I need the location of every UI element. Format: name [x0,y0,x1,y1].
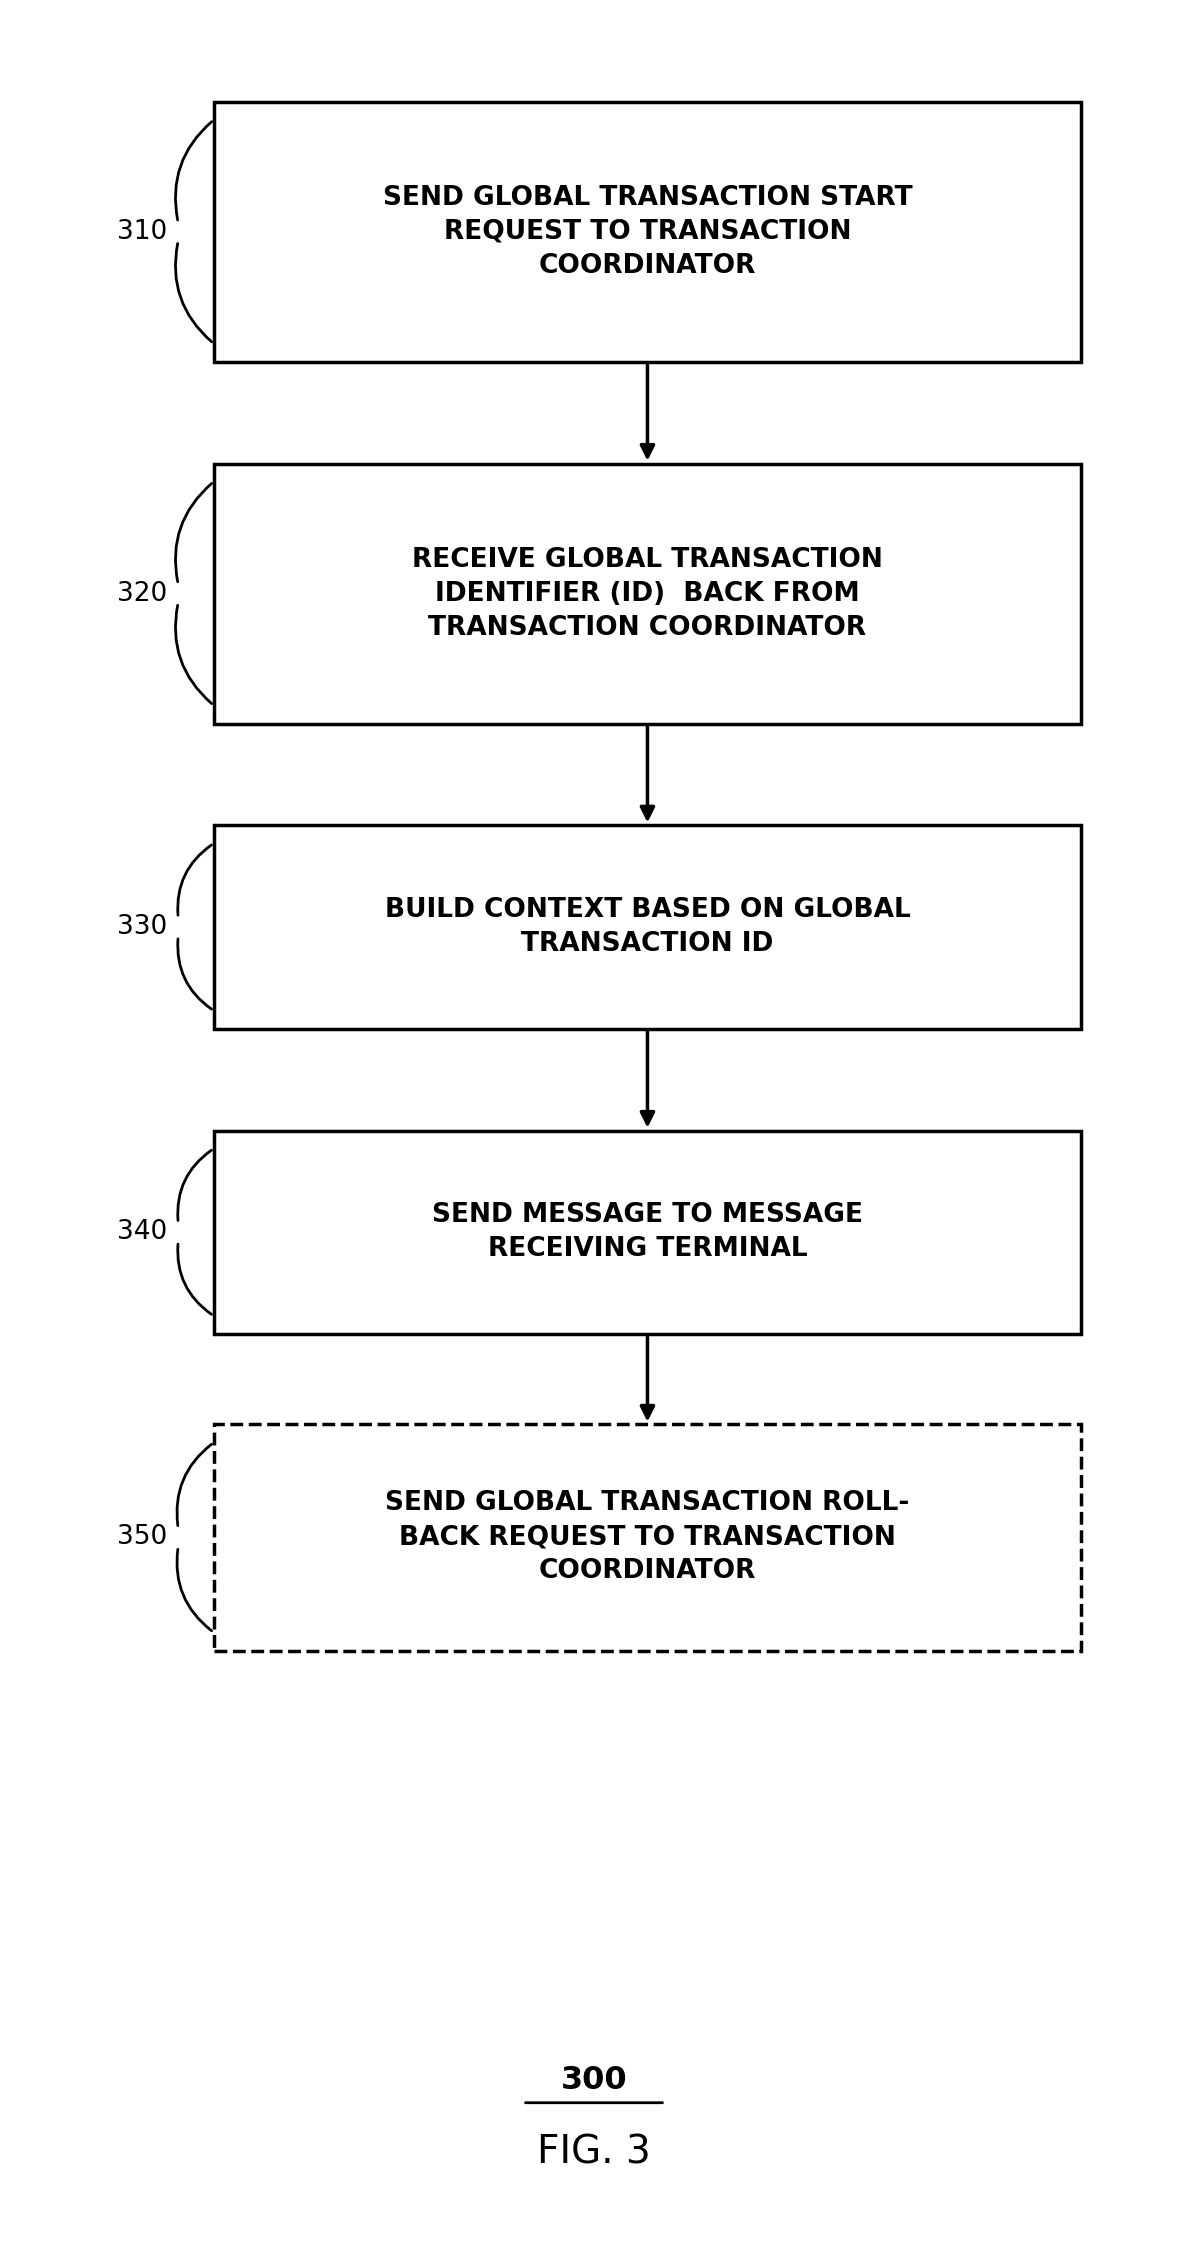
FancyBboxPatch shape [214,1130,1081,1334]
FancyBboxPatch shape [214,464,1081,724]
Text: BUILD CONTEXT BASED ON GLOBAL
TRANSACTION ID: BUILD CONTEXT BASED ON GLOBAL TRANSACTIO… [385,898,910,956]
Text: 330: 330 [118,913,168,941]
Text: 310: 310 [118,219,168,244]
Text: 350: 350 [118,1524,168,1551]
Text: SEND GLOBAL TRANSACTION START
REQUEST TO TRANSACTION
COORDINATOR: SEND GLOBAL TRANSACTION START REQUEST TO… [383,185,912,278]
Text: RECEIVE GLOBAL TRANSACTION
IDENTIFIER (ID)  BACK FROM
TRANSACTION COORDINATOR: RECEIVE GLOBAL TRANSACTION IDENTIFIER (I… [412,547,883,640]
Text: FIG. 3: FIG. 3 [537,2134,651,2171]
Text: SEND MESSAGE TO MESSAGE
RECEIVING TERMINAL: SEND MESSAGE TO MESSAGE RECEIVING TERMIN… [432,1203,862,1262]
FancyBboxPatch shape [214,1424,1081,1651]
FancyBboxPatch shape [214,825,1081,1029]
FancyBboxPatch shape [214,102,1081,362]
Text: 320: 320 [118,581,168,606]
Text: SEND GLOBAL TRANSACTION ROLL-
BACK REQUEST TO TRANSACTION
COORDINATOR: SEND GLOBAL TRANSACTION ROLL- BACK REQUE… [385,1490,910,1585]
Text: 300: 300 [561,2064,627,2096]
Text: 340: 340 [118,1219,168,1246]
